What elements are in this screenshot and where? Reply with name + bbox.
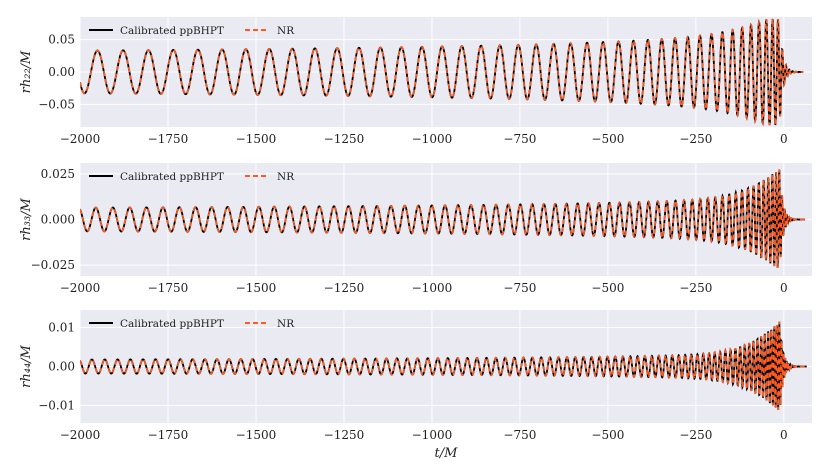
- x-tick-label: −1750: [148, 281, 189, 295]
- legend-label-calibrated-ppbhpt: Calibrated ppBHPT: [120, 318, 224, 330]
- y-tick-label: 0.00: [48, 65, 75, 79]
- legend: Calibrated ppBHPT NR: [89, 318, 295, 330]
- x-tick-label: −250: [679, 281, 712, 295]
- y-tick-label: 0.000: [41, 213, 75, 227]
- x-tick-label: −250: [679, 132, 712, 146]
- x-tick-label: −750: [503, 132, 536, 146]
- legend: Calibrated ppBHPT NR: [89, 25, 295, 37]
- legend-label-calibrated-ppbhpt: Calibrated ppBHPT: [120, 171, 224, 183]
- series-line-nr: [80, 18, 804, 126]
- x-tick-label: −1250: [324, 281, 365, 295]
- x-tick-label: −1500: [236, 281, 277, 295]
- legend-label-nr: NR: [277, 171, 295, 183]
- y-tick-label: −0.05: [38, 97, 75, 111]
- legend-label-nr: NR: [277, 25, 295, 37]
- y-tick-label: −0.01: [38, 398, 75, 412]
- x-tick-label: 0: [780, 281, 788, 295]
- x-tick-label: −500: [591, 281, 624, 295]
- x-tick-label: −2000: [60, 428, 101, 442]
- legend-label-calibrated-ppbhpt: Calibrated ppBHPT: [120, 25, 224, 37]
- y-tick-label: −0.025: [31, 258, 75, 272]
- x-tick-label: −1750: [148, 428, 189, 442]
- x-tick-label: −1750: [148, 132, 189, 146]
- series-line-nr: [80, 169, 806, 269]
- x-tick-label: −1000: [412, 281, 453, 295]
- x-tick-label: −2000: [60, 281, 101, 295]
- y-axis-label: rh₃₃/M: [19, 197, 34, 240]
- panel-bottom: −2000 −1750 −1500 −1250 −1000 −750 −500 −250 0 −0…: [19, 310, 812, 461]
- y-axis-label: rh₄₄/M: [19, 344, 34, 387]
- x-axis-label: t/M: [435, 446, 459, 461]
- x-tick-label: −2000: [60, 132, 101, 146]
- x-tick-label: −1500: [236, 132, 277, 146]
- legend: Calibrated ppBHPT NR: [89, 171, 295, 183]
- y-tick-label: 0.01: [48, 321, 75, 335]
- x-tick-label: −1250: [324, 132, 365, 146]
- x-tick-label: 0: [780, 428, 788, 442]
- y-tick-label: 0.00: [48, 360, 75, 374]
- panel-middle: −2000 −1750 −1500 −1250 −1000 −750 −500 −250 0 −0…: [19, 163, 812, 295]
- x-tick-label: 0: [780, 132, 788, 146]
- series-line-nr: [80, 321, 807, 411]
- x-tick-label: −1500: [236, 428, 277, 442]
- x-tick-label: −250: [679, 428, 712, 442]
- y-tick-label: 0.05: [48, 33, 75, 47]
- x-tick-label: −1000: [412, 132, 453, 146]
- x-tick-label: −1000: [412, 428, 453, 442]
- y-axis-label: rh₂₂/M: [19, 50, 34, 93]
- legend-label-nr: NR: [277, 318, 295, 330]
- x-tick-label: −750: [503, 281, 536, 295]
- x-tick-label: −750: [503, 428, 536, 442]
- x-tick-label: −500: [591, 132, 624, 146]
- panel-top: −2000 −1750 −1500 −1250 −1000 −750 −500 −250 0 −0…: [19, 17, 812, 146]
- x-tick-label: −500: [591, 428, 624, 442]
- x-tick-label: −1250: [324, 428, 365, 442]
- y-tick-label: 0.025: [41, 167, 75, 181]
